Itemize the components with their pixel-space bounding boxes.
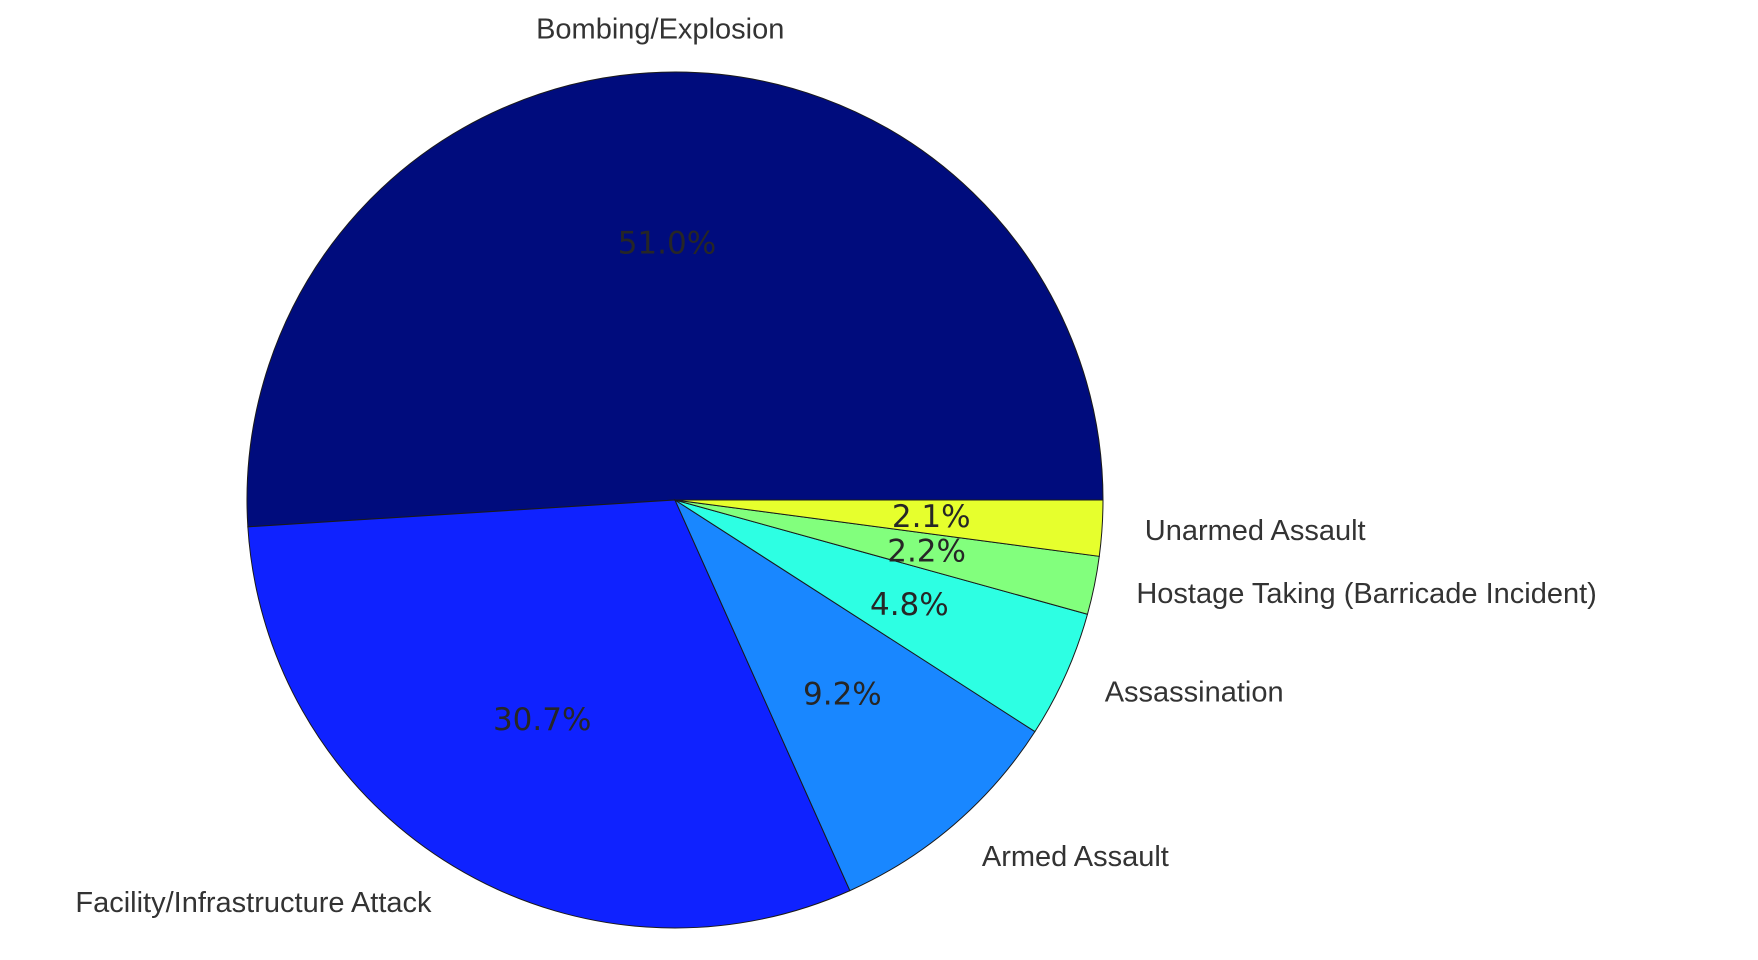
category-label-hostage-taking-barricade-incident: Hostage Taking (Barricade Incident) bbox=[1136, 578, 1597, 610]
category-label-unarmed-assault: Unarmed Assault bbox=[1145, 515, 1366, 547]
pie-slice-bombing-explosion bbox=[246, 71, 1104, 528]
category-label-assassination: Assassination bbox=[1105, 676, 1284, 708]
pct-label-hostage-taking-barricade-incident: 2.2% bbox=[887, 533, 966, 569]
pie-slice-armed-assault bbox=[673, 498, 1036, 892]
pct-label-facility-infrastructure-attack: 30.7% bbox=[493, 702, 591, 738]
pct-label-assassination: 4.8% bbox=[870, 587, 949, 623]
category-label-armed-assault: Armed Assault bbox=[982, 841, 1169, 873]
category-label-bombing-explosion: Bombing/Explosion bbox=[536, 13, 784, 45]
pie-slices bbox=[246, 71, 1104, 929]
pct-label-armed-assault: 9.2% bbox=[803, 677, 882, 713]
pct-label-unarmed-assault: 2.1% bbox=[892, 499, 971, 535]
pct-label-bombing-explosion: 51.0% bbox=[618, 225, 716, 261]
pie-slice-facility-infrastructure-attack bbox=[247, 499, 851, 929]
pie-slice-unarmed-assault bbox=[674, 499, 1104, 557]
category-label-facility-infrastructure-attack: Facility/Infrastructure Attack bbox=[75, 887, 432, 919]
pie-labels: 51.0% Bombing/Explosion 30.7% Facility/Infr… bbox=[75, 13, 1596, 919]
